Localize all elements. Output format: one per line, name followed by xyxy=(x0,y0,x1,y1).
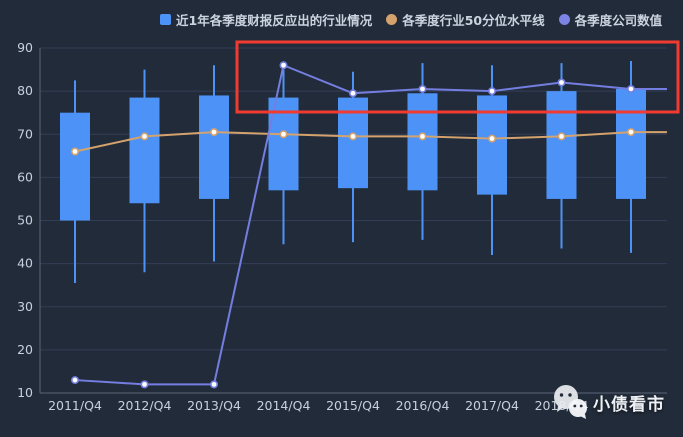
x-axis-label: 2013/Q4 xyxy=(187,398,241,413)
legend-circle-icon xyxy=(558,14,570,25)
x-axis-label: 2014/Q4 xyxy=(257,398,311,413)
candle-box xyxy=(616,88,646,199)
median-line-dot xyxy=(279,130,288,139)
company-line xyxy=(74,64,667,386)
candle-box xyxy=(477,95,507,195)
y-axis-label: 20 xyxy=(17,342,33,357)
median-line-dot xyxy=(418,132,427,141)
wechat-icon xyxy=(554,385,587,419)
median-line-dot xyxy=(557,132,566,141)
legend-square-icon xyxy=(160,14,171,25)
x-axis-label: 2011/Q4 xyxy=(48,398,102,413)
median-line-dot xyxy=(626,128,635,137)
y-axis-label: 60 xyxy=(17,169,33,184)
legend-label: 近1年各季度财报反应出的行业情况 xyxy=(176,13,373,28)
company-line-dot xyxy=(348,89,357,98)
legend-circle-icon xyxy=(386,14,398,25)
y-axis-label: 40 xyxy=(17,256,33,271)
median-line-dot xyxy=(487,134,496,143)
median-line xyxy=(74,131,667,153)
candle-box xyxy=(407,93,438,191)
y-axis-label: 70 xyxy=(17,126,33,141)
median-line-dot xyxy=(140,132,149,141)
annotation-red-rectangle xyxy=(235,40,680,114)
candle-box xyxy=(199,95,229,199)
x-axis-label: 2015/Q4 xyxy=(326,398,380,413)
company-line-dot xyxy=(557,78,566,87)
watermark: 小债看市 xyxy=(552,384,665,420)
company-line-dot xyxy=(626,84,635,93)
y-axis-label: 30 xyxy=(17,299,33,314)
x-axis-label: 2012/Q4 xyxy=(118,398,172,413)
company-line-dot xyxy=(418,84,427,93)
median-line-dot xyxy=(71,147,80,156)
y-axis-label: 10 xyxy=(17,385,33,400)
y-axis-label: 50 xyxy=(17,213,33,228)
company-line-dot xyxy=(487,87,496,96)
watermark-text: 小债看市 xyxy=(593,394,665,415)
median-line-dot xyxy=(210,128,219,137)
candle-box xyxy=(129,97,160,204)
legend-label: 各季度行业50分位水平线 xyxy=(402,13,545,28)
legend-label: 各季度公司数值 xyxy=(574,13,663,28)
company-line-dot xyxy=(279,61,288,70)
x-axis-label: 2017/Q4 xyxy=(465,398,519,413)
company-line-dot xyxy=(71,376,80,385)
x-axis-label: 2016/Q4 xyxy=(396,398,450,413)
y-axis-label: 90 xyxy=(17,40,33,55)
legend-item-0[interactable]: 近1年各季度财报反应出的行业情况 xyxy=(160,10,372,29)
company-line-dot xyxy=(210,380,219,389)
candle-box xyxy=(60,112,90,221)
median-line-dot xyxy=(348,132,357,141)
legend: 近1年各季度财报反应出的行业情况 各季度行业50分位水平线 各季度公司数值 xyxy=(160,10,662,29)
y-axis-label: 80 xyxy=(17,83,33,98)
legend-item-2[interactable]: 各季度公司数值 xyxy=(558,10,663,29)
company-line-dot xyxy=(140,380,149,389)
candle-box xyxy=(546,91,577,199)
legend-item-1[interactable]: 各季度行业50分位水平线 xyxy=(386,10,545,29)
